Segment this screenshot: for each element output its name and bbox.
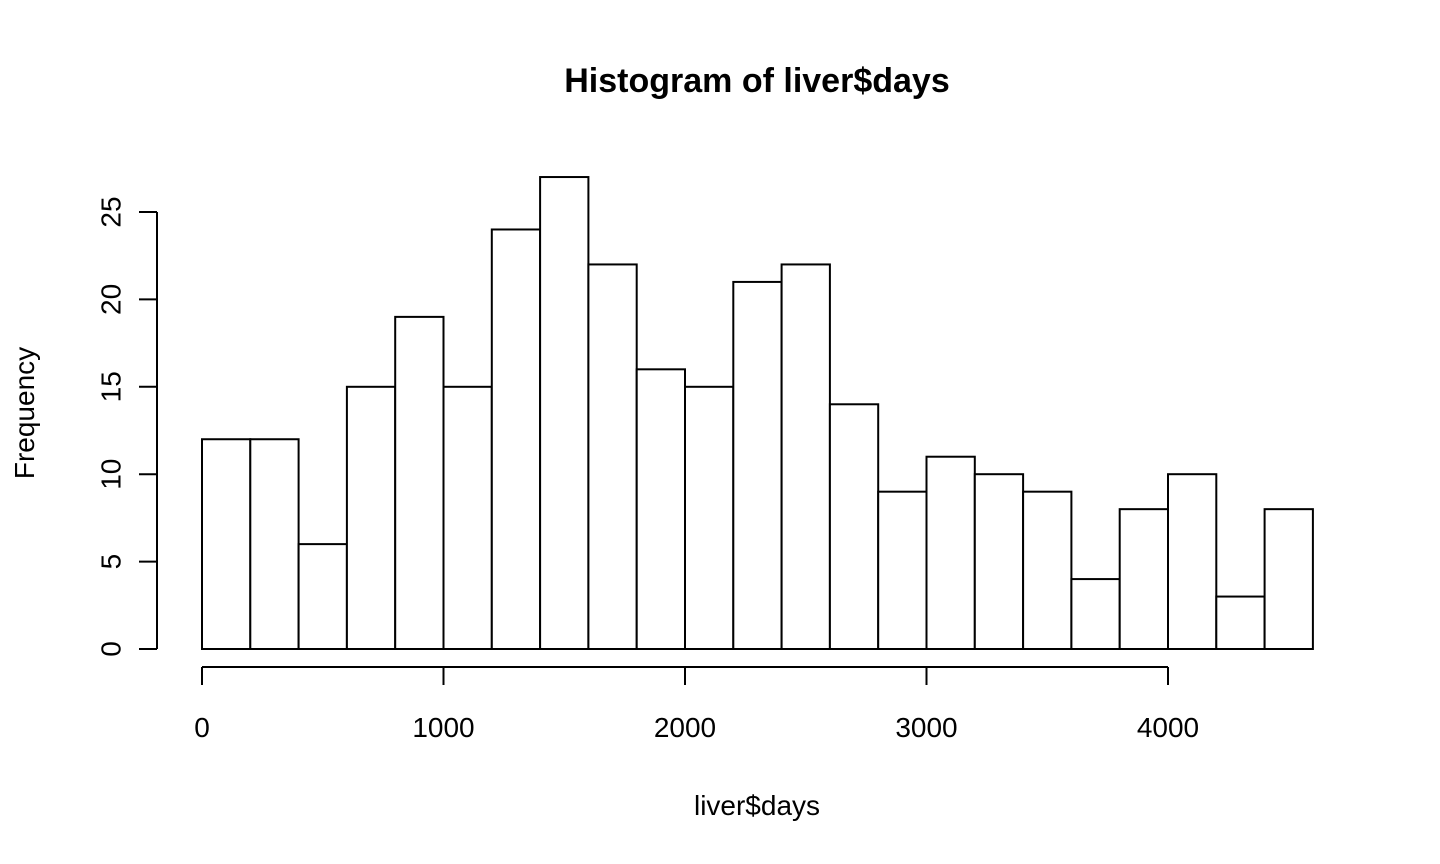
histogram-bar: [587, 263, 638, 650]
x-tick-label: 2000: [654, 712, 716, 743]
histogram-bar: [684, 385, 735, 650]
histogram-bar: [297, 543, 348, 650]
histogram-bar: [539, 176, 590, 650]
histogram-bar: [973, 473, 1025, 651]
x-tick-label: 0: [194, 712, 210, 743]
histogram-bar: [635, 368, 687, 650]
histogram-bar: [1263, 508, 1314, 650]
y-tick-label: 20: [96, 284, 127, 315]
histogram-bar: [1022, 490, 1073, 650]
histogram-bar: [201, 438, 252, 650]
x-axis: 0 1000 2000 3000 4000: [194, 666, 1199, 743]
histogram-bar: [490, 228, 542, 650]
y-axis-label: Frequency: [9, 347, 40, 479]
bars-group: [201, 176, 1314, 651]
y-tick-label: 0: [96, 641, 127, 657]
y-tick-label: 10: [96, 459, 127, 490]
histogram-bar: [1215, 595, 1266, 650]
x-axis-label: liver$days: [694, 790, 820, 821]
histogram-bar: [1167, 473, 1218, 651]
histogram-bar: [249, 438, 300, 650]
y-tick-label: 5: [96, 554, 127, 570]
x-tick-label: 3000: [895, 712, 957, 743]
histogram-bar: [925, 455, 976, 650]
x-tick-label: 4000: [1137, 712, 1199, 743]
y-tick-label: 15: [96, 371, 127, 402]
chart-title: Histogram of liver$days: [564, 62, 949, 100]
histogram-bar: [345, 385, 397, 650]
histogram-bar: [442, 385, 493, 650]
histogram-bar: [1070, 578, 1121, 651]
histogram-bar: [877, 490, 928, 650]
histogram-bar: [732, 280, 783, 650]
histogram-bar: [828, 403, 880, 650]
histogram-bar: [394, 315, 445, 650]
histogram-bar: [780, 263, 831, 650]
y-axis: 0 5 10 15 20 25: [96, 196, 158, 657]
histogram-bar: [1118, 508, 1169, 650]
x-tick-label: 1000: [412, 712, 474, 743]
y-tick-label: 25: [96, 196, 127, 227]
